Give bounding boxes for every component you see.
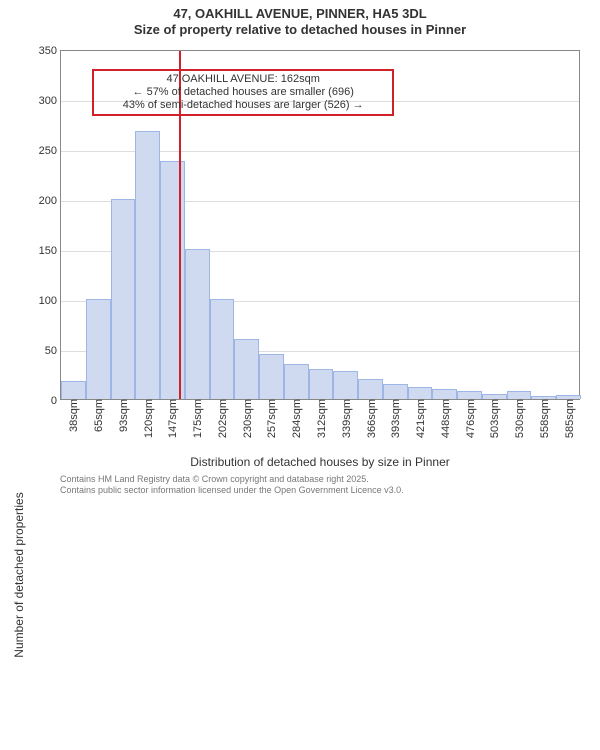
histogram-bar: [408, 387, 433, 399]
x-tick-label: 503sqm: [487, 399, 501, 438]
x-tick-label: 257sqm: [264, 399, 278, 438]
histogram-bar: [111, 199, 136, 399]
histogram-bar: [284, 364, 309, 399]
x-tick-label: 585sqm: [562, 399, 576, 438]
histogram-bar: [259, 354, 284, 399]
y-tick-label: 0: [51, 395, 61, 407]
annotation-line: 43% of semi-detached houses are larger (…: [100, 99, 386, 112]
x-tick-label: 202sqm: [215, 399, 229, 438]
histogram-bar: [135, 131, 160, 399]
x-tick-label: 530sqm: [512, 399, 526, 438]
x-tick-label: 339sqm: [339, 399, 353, 438]
x-axis-label: Distribution of detached houses by size …: [60, 455, 580, 469]
plot-region: 05010015020025030035038sqm65sqm93sqm120s…: [60, 50, 580, 400]
histogram-bar: [309, 369, 334, 399]
x-tick-label: 65sqm: [91, 399, 105, 432]
x-tick-label: 421sqm: [413, 399, 427, 438]
histogram-bar: [333, 371, 358, 399]
y-tick-label: 200: [39, 195, 61, 207]
x-tick-label: 366sqm: [364, 399, 378, 438]
annotation-line: ← 57% of detached houses are smaller (69…: [100, 86, 386, 99]
footer-line: Contains HM Land Registry data © Crown c…: [60, 474, 404, 485]
x-tick-label: 284sqm: [289, 399, 303, 438]
y-tick-label: 250: [39, 145, 61, 157]
histogram-bar: [61, 381, 86, 399]
y-tick-label: 300: [39, 95, 61, 107]
x-tick-label: 230sqm: [240, 399, 254, 438]
y-tick-label: 150: [39, 245, 61, 257]
chart-title-line1: 47, OAKHILL AVENUE, PINNER, HA5 3DL: [0, 0, 600, 22]
histogram-bar: [210, 299, 235, 399]
histogram-bar: [160, 161, 185, 399]
histogram-bar: [358, 379, 383, 399]
histogram-bar: [457, 391, 482, 399]
x-tick-label: 93sqm: [116, 399, 130, 432]
histogram-bar: [507, 391, 532, 399]
x-tick-label: 38sqm: [66, 399, 80, 432]
footer-line: Contains public sector information licen…: [60, 485, 404, 496]
footer-attribution: Contains HM Land Registry data © Crown c…: [60, 474, 404, 496]
histogram-bar: [432, 389, 457, 399]
x-tick-label: 120sqm: [141, 399, 155, 438]
annotation-line: 47 OAKHILL AVENUE: 162sqm: [100, 73, 386, 86]
y-tick-label: 350: [39, 45, 61, 57]
y-tick-label: 100: [39, 295, 61, 307]
x-tick-label: 393sqm: [388, 399, 402, 438]
y-axis-label: Number of detached properties: [12, 400, 26, 750]
histogram-bar: [185, 249, 210, 399]
x-tick-label: 175sqm: [190, 399, 204, 438]
chart-container: 47, OAKHILL AVENUE, PINNER, HA5 3DL Size…: [0, 0, 600, 500]
x-tick-label: 312sqm: [314, 399, 328, 438]
x-tick-label: 448sqm: [438, 399, 452, 438]
x-tick-label: 147sqm: [165, 399, 179, 438]
x-tick-label: 558sqm: [537, 399, 551, 438]
chart-title-line2: Size of property relative to detached ho…: [0, 22, 600, 38]
y-tick-label: 50: [45, 345, 61, 357]
chart-area: 05010015020025030035038sqm65sqm93sqm120s…: [60, 50, 580, 400]
histogram-bar: [86, 299, 111, 399]
histogram-bar: [383, 384, 408, 399]
x-tick-label: 476sqm: [463, 399, 477, 438]
histogram-bar: [234, 339, 259, 399]
annotation-box: 47 OAKHILL AVENUE: 162sqm← 57% of detach…: [92, 69, 394, 117]
